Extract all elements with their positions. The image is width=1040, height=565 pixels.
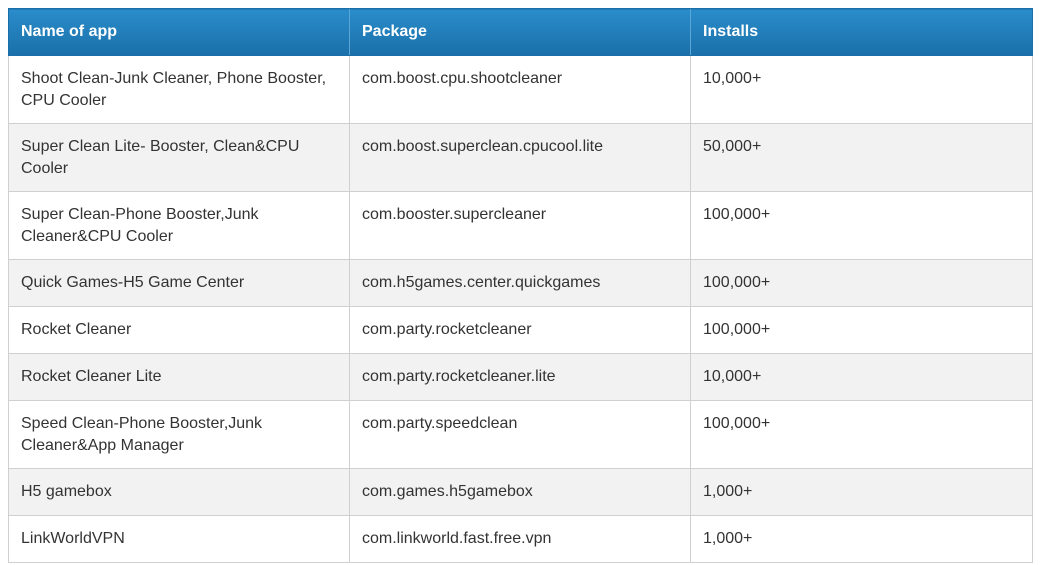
cell-package: com.h5games.center.quickgames [349,259,691,307]
header-name-of-app: Name of app [8,8,350,56]
cell-installs: 100,000+ [690,400,1033,469]
table-header: Name of app Package Installs [8,8,1033,56]
table-row: Quick Games-H5 Game Center com.h5games.c… [8,259,1033,307]
cell-installs: 10,000+ [690,55,1033,124]
table-body: Shoot Clean-Junk Cleaner, Phone Booster,… [8,55,1033,563]
cell-package: com.boost.superclean.cpucool.lite [349,123,691,192]
cell-package: com.party.speedclean [349,400,691,469]
apps-table: Name of app Package Installs Shoot Clean… [8,8,1033,563]
table-row: Rocket Cleaner Lite com.party.rocketclea… [8,353,1033,401]
header-row: Name of app Package Installs [8,8,1033,56]
cell-app-name: Super Clean-Phone Booster,Junk Cleaner&C… [8,191,350,260]
cell-app-name: Rocket Cleaner [8,306,350,354]
cell-app-name: Quick Games-H5 Game Center [8,259,350,307]
cell-package: com.linkworld.fast.free.vpn [349,515,691,563]
cell-installs: 1,000+ [690,468,1033,516]
cell-app-name: Rocket Cleaner Lite [8,353,350,401]
header-installs: Installs [690,8,1033,56]
cell-app-name: H5 gamebox [8,468,350,516]
cell-package: com.party.rocketcleaner [349,306,691,354]
header-package: Package [349,8,691,56]
cell-installs: 1,000+ [690,515,1033,563]
cell-installs: 10,000+ [690,353,1033,401]
apps-table-container: Name of app Package Installs Shoot Clean… [8,8,1033,563]
table-row: LinkWorldVPN com.linkworld.fast.free.vpn… [8,515,1033,563]
cell-app-name: Shoot Clean-Junk Cleaner, Phone Booster,… [8,55,350,124]
table-row: Speed Clean-Phone Booster,Junk Cleaner&A… [8,400,1033,469]
table-row: Rocket Cleaner com.party.rocketcleaner 1… [8,306,1033,354]
cell-installs: 100,000+ [690,191,1033,260]
cell-package: com.games.h5gamebox [349,468,691,516]
cell-app-name: Speed Clean-Phone Booster,Junk Cleaner&A… [8,400,350,469]
cell-app-name: Super Clean Lite- Booster, Clean&CPU Coo… [8,123,350,192]
cell-installs: 100,000+ [690,259,1033,307]
cell-installs: 50,000+ [690,123,1033,192]
table-row: H5 gamebox com.games.h5gamebox 1,000+ [8,468,1033,516]
cell-app-name: LinkWorldVPN [8,515,350,563]
table-row: Shoot Clean-Junk Cleaner, Phone Booster,… [8,55,1033,124]
table-row: Super Clean Lite- Booster, Clean&CPU Coo… [8,123,1033,192]
cell-package: com.booster.supercleaner [349,191,691,260]
cell-installs: 100,000+ [690,306,1033,354]
cell-package: com.boost.cpu.shootcleaner [349,55,691,124]
table-row: Super Clean-Phone Booster,Junk Cleaner&C… [8,191,1033,260]
cell-package: com.party.rocketcleaner.lite [349,353,691,401]
